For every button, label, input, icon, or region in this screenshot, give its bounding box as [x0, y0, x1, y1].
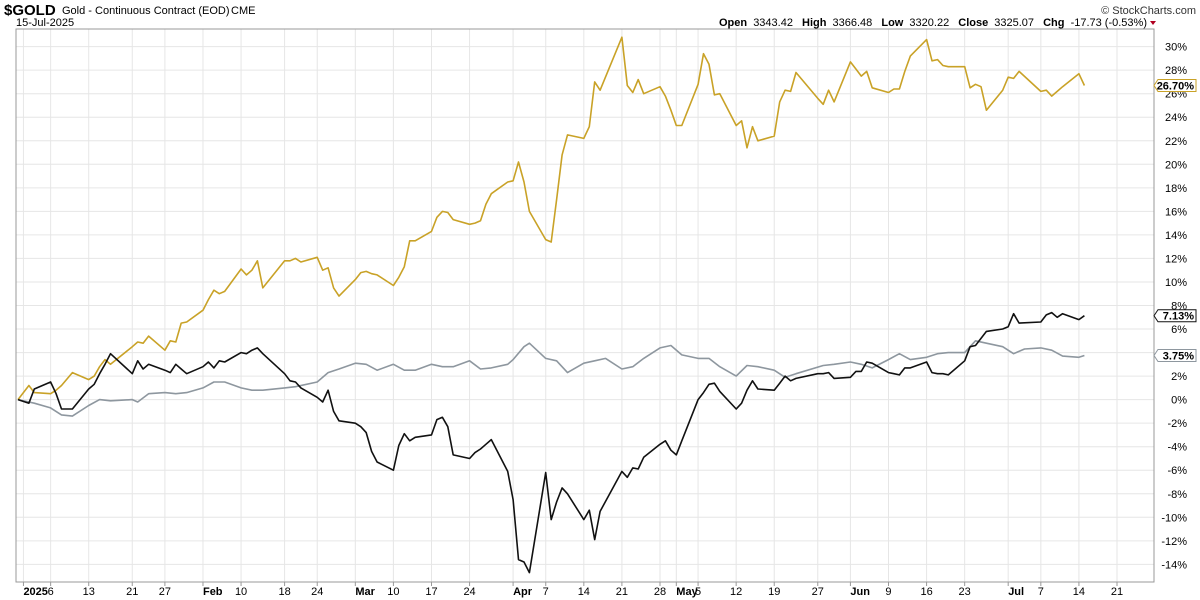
- chg-label: Chg: [1043, 17, 1064, 29]
- down-arrow-icon: [1150, 21, 1156, 25]
- y-tick-label: 20%: [1165, 159, 1187, 171]
- y-tick-label: 22%: [1165, 136, 1187, 148]
- y-tick-label: -4%: [1167, 442, 1187, 454]
- x-tick-label: 5: [695, 586, 701, 598]
- gridlines: [16, 29, 1154, 582]
- x-tick-label: 21: [616, 586, 628, 598]
- x-tick-label: May: [676, 586, 698, 598]
- x-tick-label: 21: [126, 586, 138, 598]
- y-tick-label: 12%: [1165, 253, 1187, 265]
- series-lines: [17, 36, 1086, 574]
- series-line-3: [17, 311, 1085, 574]
- y-tick-label: 24%: [1165, 112, 1187, 124]
- x-tick-label: 14: [578, 586, 590, 598]
- x-tick-label: 23: [959, 586, 971, 598]
- ohlc-summary: Open 3343.42 High 3366.48 Low 3320.22 Cl…: [719, 17, 1147, 29]
- x-tick-label: Mar: [355, 586, 375, 598]
- x-tick-label: 18: [278, 586, 290, 598]
- low-value: 3320.22: [909, 17, 949, 29]
- x-tick-label: Jul: [1008, 586, 1024, 598]
- open-value: 3343.42: [753, 17, 793, 29]
- stockcharts-watermark: © StockCharts.com: [1101, 5, 1196, 17]
- symbol-title: $GOLD: [4, 2, 56, 19]
- end-value-label: 26.70%: [1157, 80, 1195, 92]
- y-tick-label: 16%: [1165, 206, 1187, 218]
- y-tick-label: 2%: [1171, 371, 1187, 383]
- x-tick-label: Apr: [513, 586, 533, 598]
- plot-frame: [15, 28, 1155, 583]
- y-tick-label: -6%: [1167, 465, 1187, 477]
- exchange-label: CME: [231, 5, 255, 17]
- instrument-name: Gold - Continuous Contract (EOD): [62, 5, 230, 17]
- x-tick-label: 13: [83, 586, 95, 598]
- y-tick-label: 0%: [1171, 395, 1187, 407]
- x-tick-label: 27: [159, 586, 171, 598]
- x-tick-label: 7: [1038, 586, 1044, 598]
- y-tick-label: 18%: [1165, 183, 1187, 195]
- end-labels: 26.70% 3.75% 7.13%: [1153, 78, 1197, 363]
- low-label: Low: [881, 17, 903, 29]
- y-tick-label: 30%: [1165, 42, 1187, 54]
- y-tick-label: -2%: [1167, 418, 1187, 430]
- y-tick-label: 10%: [1165, 277, 1187, 289]
- y-tick-label: -10%: [1161, 512, 1187, 524]
- x-tick-label: 24: [311, 586, 323, 598]
- close-value: 3325.07: [994, 17, 1034, 29]
- y-tick-label: 6%: [1171, 324, 1187, 336]
- x-tick-label: 9: [885, 586, 891, 598]
- x-tick-label: 6: [48, 586, 54, 598]
- x-tick-label: 21: [1111, 586, 1123, 598]
- x-tick-label: 17: [425, 586, 437, 598]
- y-tick-label: -14%: [1161, 559, 1187, 571]
- series-line-1: [17, 36, 1086, 401]
- end-value-badge: 26.70%: [1153, 78, 1197, 92]
- x-tick-label: 24: [463, 586, 475, 598]
- x-tick-label: 19: [768, 586, 780, 598]
- y-tick-label: 28%: [1165, 65, 1187, 77]
- end-value-badge: 3.75%: [1153, 349, 1197, 363]
- x-tick-label: Feb: [203, 586, 223, 598]
- x-tick-label: 16: [920, 586, 932, 598]
- high-value: 3366.48: [833, 17, 873, 29]
- y-tick-label: -8%: [1167, 489, 1187, 501]
- x-tick-label: 28: [654, 586, 666, 598]
- x-tick-label: 2025: [23, 586, 47, 598]
- series-line-2: [17, 340, 1085, 417]
- chg-value: -17.73 (-0.53%): [1071, 17, 1147, 29]
- x-tick-label: 12: [730, 586, 742, 598]
- open-label: Open: [719, 17, 747, 29]
- x-tick-label: Jun: [850, 586, 870, 598]
- high-label: High: [802, 17, 827, 29]
- end-value-label: 7.13%: [1163, 311, 1194, 323]
- x-tick-label: 10: [235, 586, 247, 598]
- chart-date: 15-Jul-2025: [16, 17, 74, 29]
- x-tick-label: 10: [387, 586, 399, 598]
- end-value-label: 3.75%: [1163, 351, 1194, 363]
- x-axis: 2025 6 13 21 27 Feb 10 18 24 Mar 10 17 24 Apr 7 14 21 28 M…: [22, 582, 1123, 598]
- y-axis: -14%-12%-10%-8%-6%-4%-2%0%2%4%6%8%10%12%…: [1161, 42, 1187, 572]
- y-tick-label: 14%: [1165, 230, 1187, 242]
- x-tick-label: 27: [812, 586, 824, 598]
- y-tick-label: -12%: [1161, 536, 1187, 548]
- close-label: Close: [958, 17, 988, 29]
- end-value-badge: 7.13%: [1153, 309, 1197, 323]
- x-tick-label: 14: [1073, 586, 1085, 598]
- x-tick-label: 7: [543, 586, 549, 598]
